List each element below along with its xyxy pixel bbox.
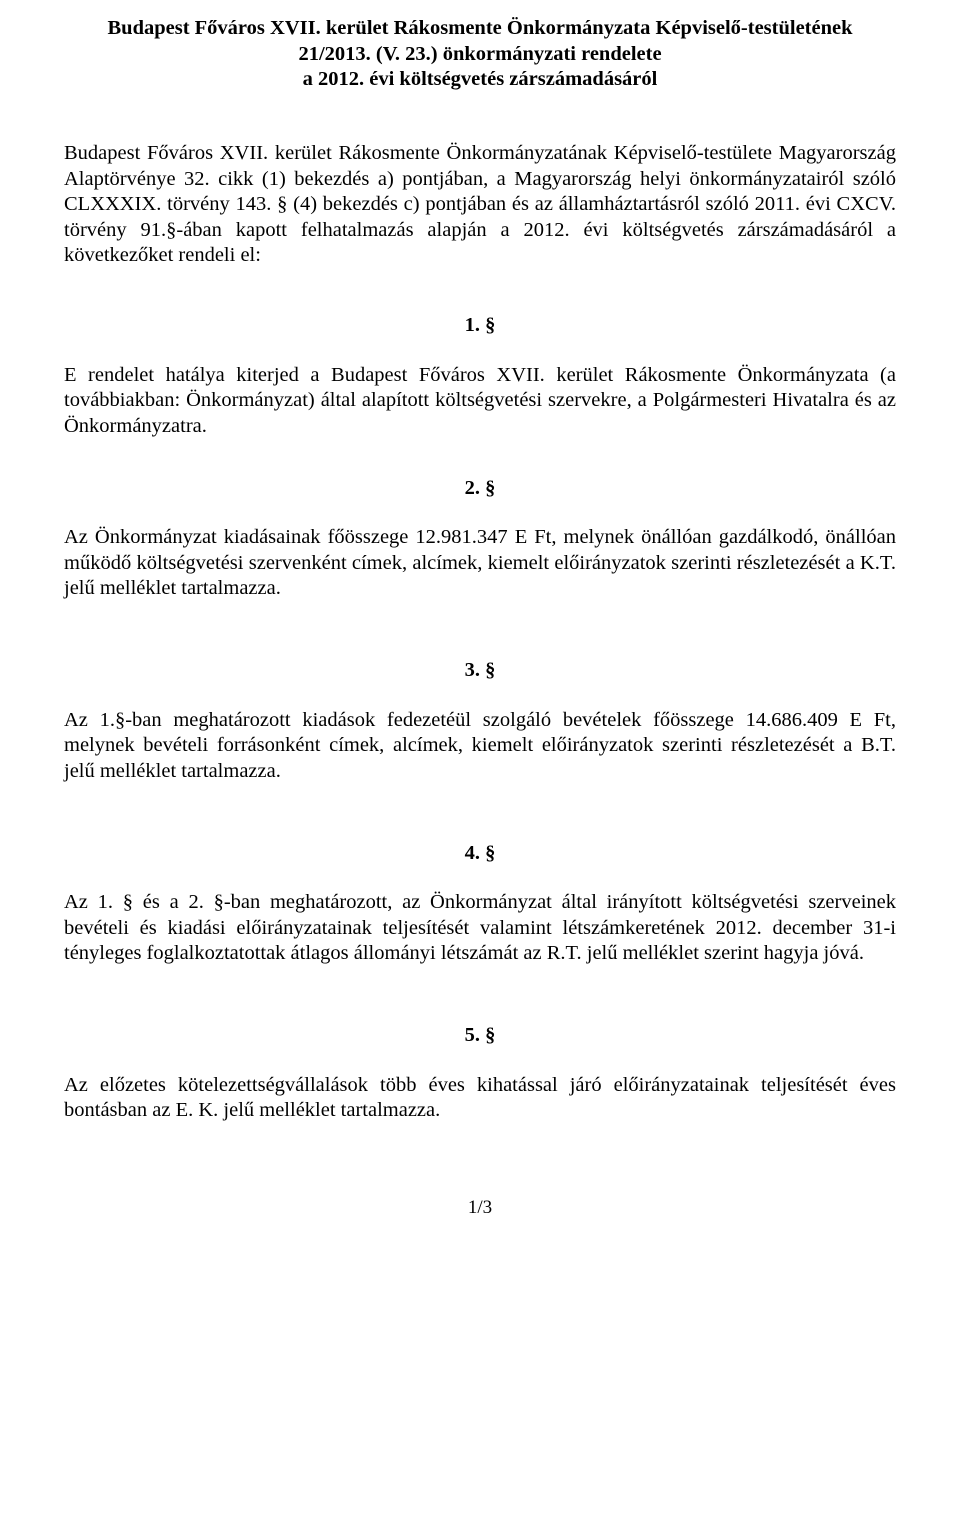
section-5-body: Az előzetes kötelezettségvállalások több…	[64, 1073, 896, 1124]
section-3-body: Az 1.§-ban meghatározott kiadások fedeze…	[64, 708, 896, 785]
section-2-number: 2. §	[64, 476, 896, 502]
document-title: Budapest Főváros XVII. kerület Rákosment…	[64, 16, 896, 93]
title-line-3: a 2012. évi költségvetés zárszámadásáról	[64, 67, 896, 93]
section-1-body: E rendelet hatálya kiterjed a Budapest F…	[64, 363, 896, 440]
section-2-body: Az Önkormányzat kiadásainak főösszege 12…	[64, 525, 896, 602]
section-1-number: 1. §	[64, 313, 896, 339]
section-3-number: 3. §	[64, 658, 896, 684]
page-number: 1/3	[64, 1196, 896, 1220]
section-4-body: Az 1. § és a 2. §-ban meghatározott, az …	[64, 890, 896, 967]
preamble-paragraph: Budapest Főváros XVII. kerület Rákosment…	[64, 141, 896, 269]
title-line-1: Budapest Főváros XVII. kerület Rákosment…	[64, 16, 896, 42]
section-5-number: 5. §	[64, 1023, 896, 1049]
section-4-number: 4. §	[64, 841, 896, 867]
title-line-2: 21/2013. (V. 23.) önkormányzati rendelet…	[64, 42, 896, 68]
